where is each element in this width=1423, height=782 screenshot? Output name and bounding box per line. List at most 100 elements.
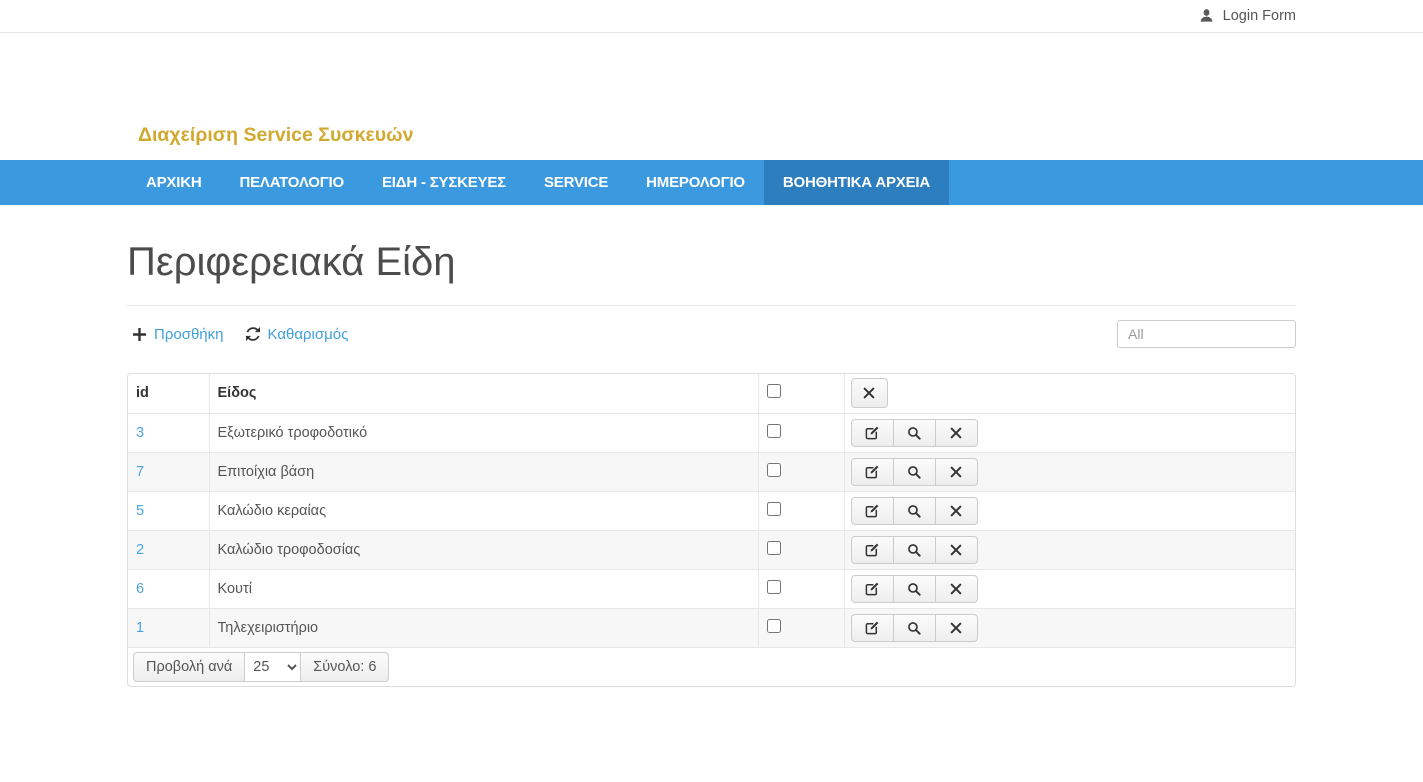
row-item-label: Κουτί	[209, 568, 759, 608]
row-actions	[850, 574, 978, 603]
delete-button[interactable]	[934, 535, 978, 564]
topbar: Login Form	[0, 0, 1423, 33]
edit-icon	[865, 504, 879, 518]
row-id-link[interactable]: 2	[136, 541, 145, 558]
x-icon	[950, 621, 962, 634]
row-id-link[interactable]: 6	[136, 580, 145, 597]
table-footer-row: Προβολή ανά 25 Σύνολο: 6	[128, 646, 1295, 686]
plus-icon	[133, 327, 146, 341]
nav-item-pelatologio[interactable]: ΠΕΛΑΤΟΛΟΓΙΟ	[239, 174, 344, 191]
edit-icon	[865, 426, 879, 440]
items-tbody: 3 Εξωτερικό τροφοδοτικό	[128, 412, 1295, 647]
row-id-link[interactable]: 3	[136, 424, 145, 441]
per-page-select[interactable]: 25	[244, 651, 302, 682]
row-checkbox[interactable]	[766, 462, 781, 477]
view-button[interactable]	[892, 535, 936, 564]
row-item-label: Τηλεχειριστήριο	[209, 607, 759, 647]
table-header-row: id Είδος	[128, 374, 1295, 413]
row-actions	[850, 418, 978, 447]
nav-item-eidi-syskeves[interactable]: ΕΙΔΗ - ΣΥΣΚΕΥΕΣ	[382, 174, 506, 191]
select-all-checkbox[interactable]	[766, 384, 781, 399]
search-icon	[907, 426, 921, 440]
delete-button[interactable]	[934, 418, 978, 447]
row-checkbox[interactable]	[766, 618, 781, 633]
x-icon	[950, 426, 962, 439]
nav-item-imerologio[interactable]: ΗΜΕΡΟΛΟΓΙΟ	[646, 174, 745, 191]
add-button-label: Προσθήκη	[154, 325, 224, 343]
view-button[interactable]	[892, 613, 936, 642]
edit-icon	[865, 465, 879, 479]
login-form-label: Login Form	[1222, 8, 1296, 24]
row-checkbox[interactable]	[766, 501, 781, 516]
nav-item-archiki[interactable]: ΑΡΧΙΚΗ	[146, 174, 202, 191]
view-button[interactable]	[892, 574, 936, 603]
search-icon	[907, 582, 921, 596]
column-header-id: id	[128, 374, 210, 413]
page-title: Περιφερειακά Είδη	[127, 240, 456, 284]
x-icon	[863, 387, 875, 399]
main-content: Περιφερειακά Είδη Προσθήκη Καθαρισμός	[127, 234, 1296, 687]
main-nav-list: ΑΡΧΙΚΗ ΠΕΛΑΤΟΛΟΓΙΟ ΕΙΔΗ - ΣΥΣΚΕΥΕΣ SERVICE Η…	[127, 160, 1296, 205]
row-id-link[interactable]: 5	[136, 502, 145, 519]
row-item-label: Επιτοίχια βάση	[209, 451, 759, 491]
edit-button[interactable]	[850, 535, 894, 564]
nav-item-service[interactable]: SERVICE	[543, 174, 609, 191]
row-item-label: Καλώδιο κεραίας	[209, 490, 759, 530]
clear-button-label: Καθαρισμός	[267, 325, 349, 343]
edit-button[interactable]	[850, 613, 894, 642]
delete-button[interactable]	[934, 496, 978, 525]
row-checkbox[interactable]	[766, 540, 781, 555]
row-item-label: Καλώδιο τροφοδοσίας	[209, 529, 759, 569]
row-actions	[850, 535, 978, 564]
delete-button[interactable]	[934, 457, 978, 486]
row-id-link[interactable]: 7	[136, 463, 145, 480]
edit-button[interactable]	[850, 418, 894, 447]
row-actions	[850, 496, 978, 525]
add-button[interactable]: Προσθήκη	[133, 326, 224, 343]
toolbar: Προσθήκη Καθαρισμός	[127, 319, 1296, 349]
search-icon	[907, 465, 921, 479]
table-row: 6 Κουτί	[128, 568, 1295, 608]
edit-icon	[865, 621, 879, 635]
clear-selection-button[interactable]	[850, 378, 888, 409]
row-item-label: Εξωτερικό τροφοδοτικό	[209, 412, 759, 452]
row-checkbox[interactable]	[766, 579, 781, 594]
row-checkbox[interactable]	[766, 423, 781, 438]
pagination-controls: Προβολή ανά 25 Σύνολο: 6	[133, 651, 390, 682]
edit-button[interactable]	[850, 496, 894, 525]
items-table: id Είδος 3 Εξωτερικό τροφοδοτικό	[127, 373, 1296, 687]
row-actions	[850, 457, 978, 486]
edit-icon	[865, 582, 879, 596]
clear-button[interactable]: Καθαρισμός	[245, 325, 349, 343]
user-icon	[1199, 8, 1214, 24]
delete-button[interactable]	[934, 574, 978, 603]
delete-button[interactable]	[934, 613, 978, 642]
per-page-label: Προβολή ανά	[133, 651, 246, 682]
search-icon	[907, 504, 921, 518]
total-count-label: Σύνολο: 6	[300, 651, 390, 682]
edit-icon	[865, 543, 879, 557]
x-icon	[950, 465, 962, 478]
nav-item-voithitika-archeia[interactable]: ΒΟΗΘΗΤΙΚΑ ΑΡΧΕΙΑ	[763, 160, 949, 205]
title-divider	[127, 305, 1296, 306]
view-button[interactable]	[892, 496, 936, 525]
row-id-link[interactable]: 1	[136, 619, 145, 636]
brand-header: Διαχείριση Service Συσκευών	[0, 33, 1423, 160]
view-button[interactable]	[892, 457, 936, 486]
search-input[interactable]	[1117, 320, 1296, 348]
table-row: 1 Τηλεχειριστήριο	[128, 607, 1295, 647]
x-icon	[950, 504, 962, 517]
table-row: 5 Καλώδιο κεραίας	[128, 490, 1295, 530]
row-actions	[850, 613, 978, 642]
login-form-link[interactable]: Login Form	[1199, 8, 1296, 24]
table-row: 2 Καλώδιο τροφοδοσίας	[128, 529, 1295, 569]
brand-title: Διαχείριση Service Συσκευών	[138, 124, 414, 146]
search-icon	[907, 621, 921, 635]
main-navbar: ΑΡΧΙΚΗ ΠΕΛΑΤΟΛΟΓΙΟ ΕΙΔΗ - ΣΥΣΚΕΥΕΣ SERVICE Η…	[0, 160, 1423, 205]
view-button[interactable]	[892, 418, 936, 447]
search-icon	[907, 543, 921, 557]
edit-button[interactable]	[850, 574, 894, 603]
column-header-item: Είδος	[209, 374, 759, 413]
table-row: 3 Εξωτερικό τροφοδοτικό	[128, 412, 1295, 452]
edit-button[interactable]	[850, 457, 894, 486]
